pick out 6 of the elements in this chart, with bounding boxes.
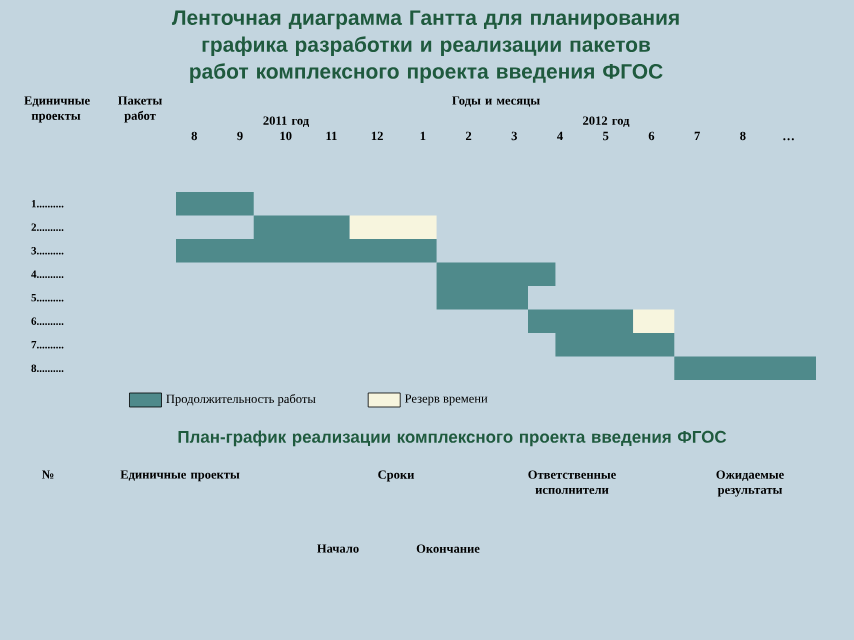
bar bbox=[674, 356, 817, 380]
chart-title: Ленточная диаграмма Гантта для планирования графика разработки и реализации пакетов работ комплексного проекта введения ФГОС bbox=[171, 10, 679, 83]
bar bbox=[349, 215, 437, 240]
bar bbox=[633, 309, 675, 333]
bar bbox=[176, 192, 254, 216]
text: План-график реализации комплексного проекта введения ФГОС bbox=[178, 430, 727, 447]
